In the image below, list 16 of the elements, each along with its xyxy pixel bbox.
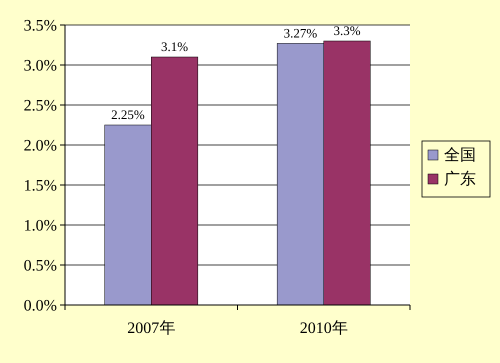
x-tick-label: 2010年: [300, 320, 348, 337]
data-label: 3.1%: [160, 39, 188, 54]
legend-label: 广东: [444, 170, 476, 188]
y-tick-label: 3.5%: [24, 18, 57, 35]
y-tick-label: 3.0%: [24, 58, 57, 75]
y-tick-label: 0.5%: [24, 258, 57, 275]
y-tick-label: 2.5%: [24, 98, 57, 115]
legend-label: 全国: [444, 147, 476, 164]
y-tick-label: 1.5%: [24, 178, 57, 195]
data-label: 3.27%: [284, 25, 318, 40]
data-label: 2.25%: [111, 107, 145, 122]
y-tick-label: 0.0%: [24, 298, 57, 315]
data-label: 3.3%: [333, 23, 361, 38]
y-tick-label: 1.0%: [24, 218, 57, 235]
x-tick-label: 2007年: [127, 320, 176, 337]
y-tick-label: 2.0%: [24, 138, 57, 155]
